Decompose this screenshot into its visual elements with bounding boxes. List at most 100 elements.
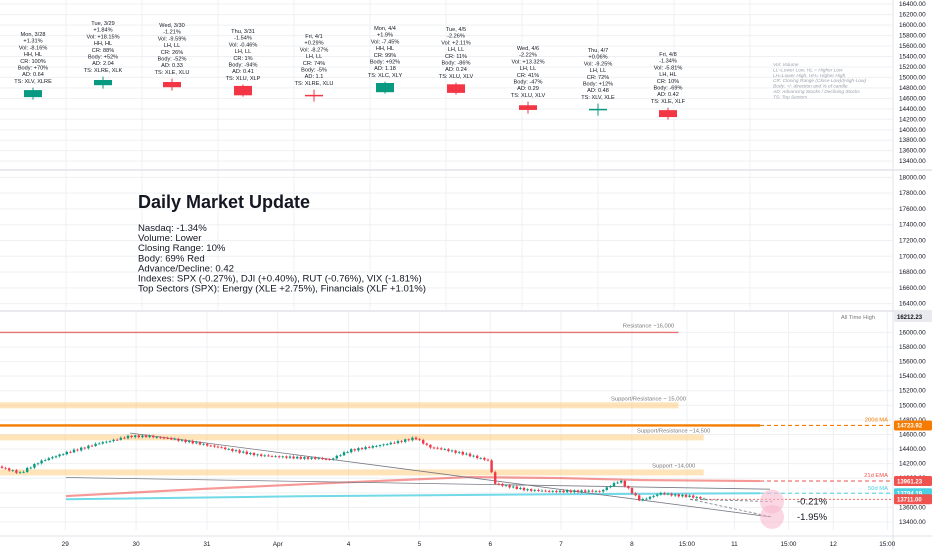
intraday-candle	[29, 466, 32, 470]
axis-tick: 15800.00	[899, 344, 926, 351]
intraday-candle	[422, 438, 425, 445]
intraday-candle	[188, 439, 191, 444]
intraday-candle	[382, 443, 385, 447]
ma50-line[interactable]	[65, 492, 761, 501]
intraday-candle	[213, 444, 216, 448]
candle-stat: CR: 100%	[20, 59, 46, 65]
intraday-candle	[645, 497, 648, 501]
support-trend-line[interactable]	[65, 477, 771, 490]
intraday-candle	[468, 452, 472, 458]
update-line: Closing Range: 10%	[138, 243, 226, 254]
time-tick: 15:00	[780, 541, 796, 548]
moving-averages[interactable]: 200d MA 21d EMA 50d MA	[0, 417, 892, 501]
update-line: Nasdaq: -1.34%	[138, 223, 207, 234]
candle-body	[458, 451, 461, 453]
intraday-candle	[558, 489, 562, 494]
intraday-candle	[418, 437, 421, 441]
candle-body	[15, 470, 18, 473]
projection-target-circle[interactable]	[760, 504, 784, 529]
candle-body	[357, 448, 360, 451]
candle-stat: Vol: -8.16%	[19, 45, 48, 51]
candle-body	[260, 454, 263, 456]
projection-line[interactable]	[689, 498, 773, 518]
candle-body	[47, 458, 50, 461]
intraday-candle	[159, 436, 162, 440]
price-projections[interactable]: -0.21% -1.95%	[689, 489, 828, 529]
candle-stat: Vol: +18.15%	[86, 34, 119, 40]
candle-body	[656, 494, 659, 496]
time-tick: 7	[559, 541, 563, 548]
candle-stat: AD: 0.41	[232, 69, 254, 75]
candle-stat: LH, LL	[164, 43, 180, 49]
candle-body	[267, 455, 270, 457]
support-resistance-15000-band[interactable]	[0, 402, 679, 409]
intraday-candle	[44, 458, 47, 462]
intraday-candle	[436, 446, 439, 450]
intraday-candle	[674, 493, 677, 497]
support-resistance-14500-band[interactable]	[0, 434, 704, 441]
candle-stat: Vol: -5.81%	[654, 65, 683, 71]
candle-stat: LH, LL	[448, 47, 464, 53]
candle-body	[540, 490, 544, 492]
candle-body	[335, 455, 338, 459]
candle-body	[22, 471, 25, 473]
intraday-candle	[461, 450, 464, 456]
candle-body	[123, 437, 126, 439]
candle-stat: Body: +52%	[88, 55, 118, 61]
candle-body	[659, 110, 677, 118]
update-price-axis[interactable]: 18000.00 17800.00 17600.00 17400.00 17200.00…	[899, 174, 926, 307]
candle-body	[137, 435, 140, 438]
candle-body	[76, 449, 79, 451]
support-14000-band[interactable]	[0, 469, 704, 476]
candle-stat: -2.26%	[447, 34, 465, 40]
intraday-candle	[155, 436, 158, 439]
intraday-candle	[454, 449, 457, 455]
candle-body	[58, 454, 61, 457]
intraday-candle	[656, 493, 659, 498]
intraday-candle	[681, 493, 684, 498]
update-line: Advance/Decline: 0.42	[138, 263, 234, 274]
candle-body	[389, 442, 392, 445]
intraday-candle	[702, 497, 706, 501]
intraday-candle	[594, 489, 598, 493]
ema21-line[interactable]	[65, 475, 761, 498]
trend-lines[interactable]	[0, 432, 892, 518]
intraday-candle	[508, 484, 511, 489]
ath-tag	[894, 311, 932, 322]
candle-stat: TS: XLU, XLV	[511, 93, 546, 99]
support-resistance-levels[interactable]: All Time High Resistance ~16,000 Support/R…	[0, 315, 875, 476]
candle-body	[634, 493, 637, 496]
candle-body	[116, 439, 119, 441]
axis-tick: 17800.00	[899, 190, 926, 197]
axis-tick: 15000.00	[899, 74, 926, 81]
intraday-candle	[36, 462, 40, 466]
intraday-candle	[80, 446, 83, 452]
axis-tick: 18000.00	[899, 174, 926, 181]
candle-stat: CR: 74%	[303, 61, 325, 67]
intraday-candle	[602, 489, 605, 493]
downtrend-line[interactable]	[129, 432, 771, 518]
intraday-candle	[162, 436, 166, 440]
projection-line[interactable]	[689, 498, 773, 502]
time-axis[interactable]: 29 30 31 Apr 4 5 6 7 8 15:00 11 15:00 12 15:00	[0, 535, 932, 548]
intraday-candle	[580, 489, 583, 494]
intraday-candle	[616, 481, 619, 485]
candle-body	[213, 445, 216, 447]
intraday-candle	[630, 486, 634, 495]
legend-line: AD: Advancing Stocks / Declining Stocks	[772, 89, 860, 95]
daily-price-axis[interactable]: 16400.00 16200.00 16000.00 15800.00 15600.00…	[899, 1, 926, 165]
candle-body	[584, 490, 587, 492]
candle-body	[378, 445, 382, 447]
legend-line: Vol: Volume	[773, 62, 799, 68]
candle-body	[533, 489, 536, 491]
candle-body	[569, 490, 572, 493]
intraday-candle	[238, 449, 241, 454]
intraday-candle	[274, 454, 277, 458]
axis-tick: 16200.00	[899, 12, 926, 19]
time-tick: 6	[488, 541, 492, 548]
candle-body	[126, 435, 130, 439]
candle-body	[101, 442, 104, 444]
intraday-candle	[206, 443, 209, 447]
intraday-candle	[407, 438, 410, 442]
